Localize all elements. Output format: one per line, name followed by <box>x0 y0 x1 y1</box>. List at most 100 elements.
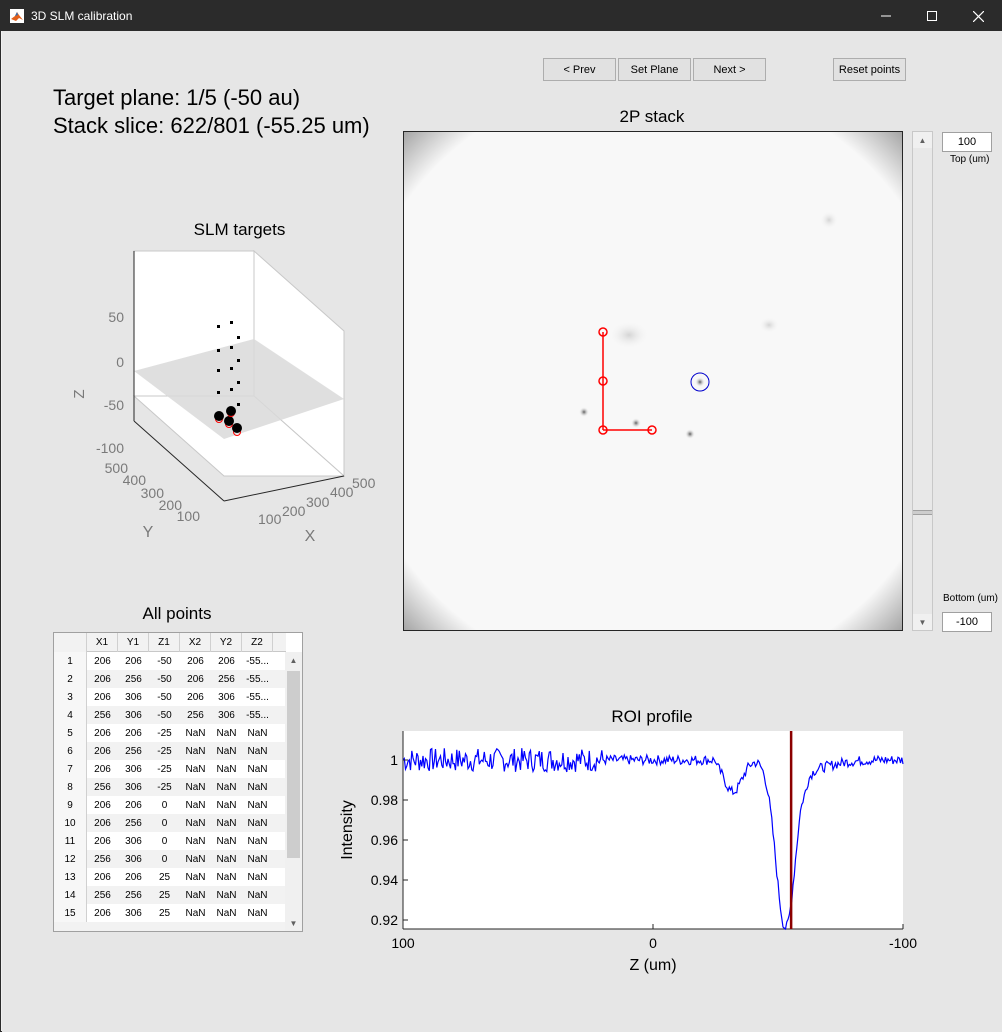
selected-point-circle[interactable] <box>690 372 710 392</box>
stack-image[interactable] <box>403 131 903 631</box>
table-cell[interactable]: -50 <box>157 673 172 685</box>
table-cell[interactable]: 206 <box>94 907 111 919</box>
table-cell[interactable]: NaN <box>216 727 237 739</box>
table-row[interactable]: 5 206 206 -25 NaN NaN NaN <box>54 724 286 742</box>
table-cell[interactable]: 206 <box>94 763 111 775</box>
table-cell[interactable]: NaN <box>185 907 206 919</box>
table-cell[interactable]: 256 <box>94 709 111 721</box>
table-cell[interactable]: NaN <box>247 745 268 757</box>
table-cell[interactable]: 306 <box>125 781 142 793</box>
table-cell[interactable]: NaN <box>247 799 268 811</box>
slider-track[interactable] <box>913 148 932 614</box>
table-cell[interactable]: 306 <box>125 709 142 721</box>
table-cell[interactable]: 206 <box>187 655 204 667</box>
table-cell[interactable]: NaN <box>216 907 237 919</box>
table-cell[interactable]: NaN <box>247 907 268 919</box>
table-cell[interactable]: NaN <box>216 817 237 829</box>
table-cell[interactable]: -50 <box>157 709 172 721</box>
slider-down-icon[interactable]: ▼ <box>918 617 927 627</box>
table-cell[interactable]: 206 <box>94 871 111 883</box>
table-cell[interactable]: 0 <box>161 799 168 811</box>
table-cell[interactable]: NaN <box>247 781 268 793</box>
table-row[interactable]: 6 206 256 -25 NaN NaN NaN <box>54 742 286 760</box>
table-cell[interactable]: NaN <box>247 871 268 883</box>
table-cell[interactable]: -55... <box>246 709 269 721</box>
table-cell[interactable]: NaN <box>185 889 206 901</box>
column-header[interactable]: X1 <box>87 633 118 652</box>
prev-button[interactable]: < Prev <box>543 58 616 81</box>
table-cell[interactable]: NaN <box>185 781 206 793</box>
scroll-up-icon[interactable]: ▲ <box>289 655 298 665</box>
table-cell[interactable]: 206 <box>218 655 235 667</box>
table-row[interactable]: 8 256 306 -25 NaN NaN NaN <box>54 778 286 796</box>
table-row[interactable]: 12 256 306 0 NaN NaN NaN <box>54 850 286 868</box>
table-cell[interactable]: NaN <box>247 835 268 847</box>
table-cell[interactable]: 25 <box>158 871 171 883</box>
table-cell[interactable]: NaN <box>185 853 206 865</box>
table-cell[interactable]: 206 <box>187 691 204 703</box>
table-cell[interactable]: 256 <box>125 889 142 901</box>
table-cell[interactable]: -55... <box>246 655 269 667</box>
table-cell[interactable]: 256 <box>125 673 142 685</box>
table-row[interactable]: 2 206 256 -50 206 256 -55... <box>54 670 286 688</box>
table-cell[interactable]: 256 <box>94 853 111 865</box>
top-value-field[interactable]: 100 <box>942 132 992 152</box>
table-row[interactable]: 10 206 256 0 NaN NaN NaN <box>54 814 286 832</box>
table-cell[interactable]: NaN <box>185 727 206 739</box>
table-cell[interactable]: 0 <box>161 835 168 847</box>
table-cell[interactable]: 206 <box>187 673 204 685</box>
table-cell[interactable]: 206 <box>94 817 111 829</box>
table-row[interactable]: 15 206 306 25 NaN NaN NaN <box>54 904 286 922</box>
table-cell[interactable]: NaN <box>216 745 237 757</box>
table-cell[interactable]: NaN <box>216 763 237 775</box>
column-header[interactable]: Z2 <box>242 633 273 652</box>
table-cell[interactable]: 256 <box>187 709 204 721</box>
table-cell[interactable]: NaN <box>247 889 268 901</box>
table-cell[interactable]: -25 <box>157 763 172 775</box>
scrollbar-thumb[interactable] <box>287 671 300 858</box>
table-cell[interactable]: 206 <box>94 835 111 847</box>
table-row[interactable]: 7 206 306 -25 NaN NaN NaN <box>54 760 286 778</box>
set-plane-button[interactable]: Set Plane <box>618 58 691 81</box>
table-cell[interactable]: NaN <box>247 853 268 865</box>
column-header[interactable]: Y2 <box>211 633 242 652</box>
table-row[interactable]: 14 256 256 25 NaN NaN NaN <box>54 886 286 904</box>
table-cell[interactable]: NaN <box>216 781 237 793</box>
table-cell[interactable]: 256 <box>125 745 142 757</box>
table-cell[interactable]: 256 <box>125 817 142 829</box>
reset-points-button[interactable]: Reset points <box>833 58 906 81</box>
slider-thumb[interactable] <box>913 510 932 515</box>
table-row[interactable]: 11 206 306 0 NaN NaN NaN <box>54 832 286 850</box>
table-cell[interactable]: -25 <box>157 745 172 757</box>
z-slider[interactable]: ▲ ▼ <box>912 131 933 631</box>
table-cell[interactable]: NaN <box>216 835 237 847</box>
table-cell[interactable]: 256 <box>94 781 111 793</box>
table-cell[interactable]: 0 <box>161 817 168 829</box>
table-cell[interactable]: NaN <box>216 799 237 811</box>
table-cell[interactable]: NaN <box>185 799 206 811</box>
table-cell[interactable]: 0 <box>161 853 168 865</box>
table-cell[interactable]: 256 <box>218 673 235 685</box>
table-cell[interactable]: 256 <box>94 889 111 901</box>
table-cell[interactable]: 306 <box>218 709 235 721</box>
table-cell[interactable]: -50 <box>157 691 172 703</box>
table-cell[interactable]: 206 <box>94 673 111 685</box>
table-cell[interactable]: NaN <box>247 763 268 775</box>
table-cell[interactable]: 206 <box>94 655 111 667</box>
scroll-down-icon[interactable]: ▼ <box>289 918 298 928</box>
table-cell[interactable]: -50 <box>157 655 172 667</box>
table-cell[interactable]: 206 <box>125 799 142 811</box>
table-cell[interactable]: -55... <box>246 691 269 703</box>
table-cell[interactable]: 306 <box>125 907 142 919</box>
table-cell[interactable]: 206 <box>125 655 142 667</box>
table-cell[interactable]: 206 <box>125 871 142 883</box>
table-cell[interactable]: NaN <box>185 745 206 757</box>
table-cell[interactable]: 25 <box>158 907 171 919</box>
bottom-value-field[interactable]: -100 <box>942 612 992 632</box>
column-header[interactable]: Z1 <box>149 633 180 652</box>
table-row[interactable]: 9 206 206 0 NaN NaN NaN <box>54 796 286 814</box>
table-cell[interactable]: 206 <box>94 745 111 757</box>
table-cell[interactable]: NaN <box>185 871 206 883</box>
table-cell[interactable]: NaN <box>185 817 206 829</box>
column-header[interactable]: Y1 <box>118 633 149 652</box>
